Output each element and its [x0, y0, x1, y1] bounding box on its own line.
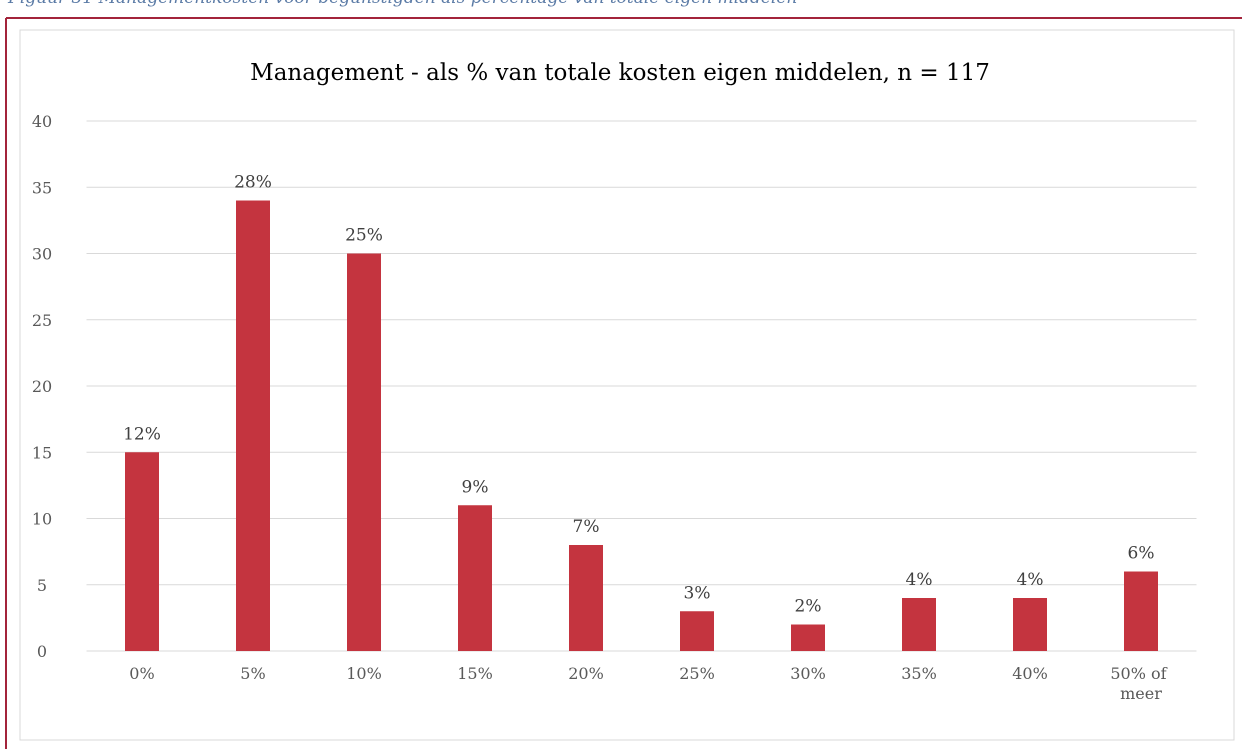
value-label: 6% — [1128, 544, 1155, 564]
value-label: 2% — [795, 597, 822, 617]
x-tick-label: 50% of meer — [1110, 664, 1171, 703]
y-tick-label: 25 — [32, 311, 52, 330]
chart-border — [19, 29, 1235, 741]
x-tick-label: 20% — [568, 664, 604, 683]
x-tick-label: 40% — [1012, 664, 1048, 683]
bar — [458, 505, 492, 651]
x-tick-label: 25% — [679, 664, 715, 683]
bar — [680, 611, 714, 651]
x-tick-label: 15% — [457, 664, 493, 683]
bar — [569, 545, 603, 651]
value-label: 4% — [1017, 570, 1044, 590]
bar — [791, 624, 825, 651]
y-tick-label: 35 — [32, 178, 52, 197]
value-label: 9% — [462, 477, 489, 497]
bar — [347, 253, 381, 651]
chart-title: Management - als % van totale kosten eig… — [250, 60, 990, 86]
figure-caption: Figuur 31 Managementkosten voor begunsti… — [7, 0, 797, 8]
value-label: 3% — [684, 583, 711, 603]
x-tick-label: 35% — [901, 664, 937, 683]
y-tick-label: 15 — [32, 443, 52, 462]
y-tick-label: 10 — [32, 510, 52, 529]
x-tick-label-line: 50% of — [1110, 664, 1171, 683]
y-tick-label: 40 — [32, 112, 52, 131]
y-tick-label: 5 — [37, 576, 47, 595]
x-tick-label-line: meer — [1120, 684, 1162, 703]
x-tick-label: 30% — [790, 664, 826, 683]
x-tick-label: 10% — [346, 664, 382, 683]
bar — [902, 598, 936, 651]
value-label: 4% — [906, 570, 933, 590]
bar — [125, 452, 159, 651]
value-label: 12% — [123, 424, 161, 444]
bar — [1013, 598, 1047, 651]
y-tick-label: 30 — [32, 245, 52, 264]
x-tick-label: 0% — [129, 664, 154, 683]
bar — [236, 200, 270, 651]
bar — [1124, 571, 1158, 651]
value-label: 7% — [573, 517, 600, 537]
y-tick-label: 20 — [32, 377, 52, 396]
x-tick-label: 5% — [240, 664, 265, 683]
value-label: 25% — [345, 226, 383, 246]
value-label: 28% — [234, 173, 272, 193]
y-tick-label: 0 — [37, 642, 47, 661]
